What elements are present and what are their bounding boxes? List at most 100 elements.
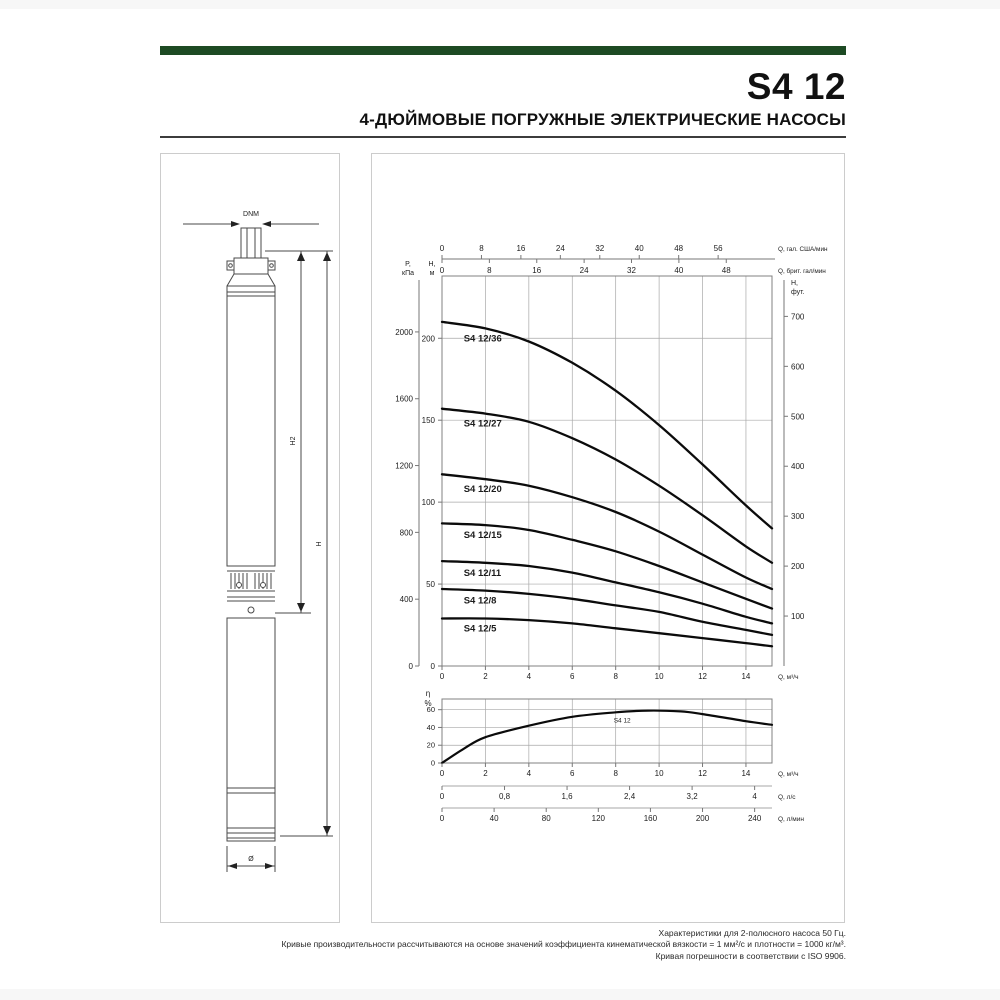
svg-text:м: м (430, 270, 435, 277)
svg-text:600: 600 (791, 362, 805, 371)
svg-text:700: 700 (791, 312, 805, 321)
discharge-port (240, 227, 262, 259)
svg-text:16: 16 (516, 244, 525, 253)
datasheet-page: S4 12 4-ДЮЙМОВЫЕ ПОГРУЖНЫЕ ЭЛЕКТРИЧЕСКИЕ… (160, 46, 846, 962)
svg-text:10: 10 (655, 672, 664, 681)
svg-text:0: 0 (431, 662, 436, 671)
svg-text:32: 32 (595, 244, 604, 253)
svg-text:4: 4 (752, 792, 757, 801)
diameter-dimension-label: Ø (248, 856, 254, 863)
curve-S4-12-20 (440, 473, 774, 591)
curve-efficiency (440, 709, 774, 765)
svg-text:100: 100 (791, 612, 805, 621)
svg-text:56: 56 (714, 244, 723, 253)
eff-grid (442, 699, 772, 763)
svg-text:12: 12 (698, 769, 707, 778)
svg-text:100: 100 (422, 498, 436, 507)
svg-text:2,4: 2,4 (624, 792, 636, 801)
svg-text:800: 800 (400, 528, 414, 537)
h2-arrow-bottom (297, 603, 305, 612)
top-flow-axes: 0 8 16 24 32 40 48 56 Q, гал. США/мин 0 8 16 24 32 40 4… (440, 244, 828, 275)
svg-text:0: 0 (440, 266, 445, 275)
svg-text:S4 12/36: S4 12/36 (464, 333, 502, 344)
svg-text:8: 8 (613, 769, 618, 778)
eff-bottom-axis-2: 0 40 80 120 160 200 240 Q, л/мин (440, 807, 804, 823)
svg-text:2000: 2000 (395, 328, 413, 337)
svg-text:H,: H, (429, 261, 436, 268)
svg-text:4: 4 (527, 769, 532, 778)
curve-S4-12-11 (440, 559, 774, 625)
svg-text:10: 10 (655, 769, 664, 778)
content-row: DNM (160, 153, 846, 923)
svg-text:S4 12/20: S4 12/20 (464, 484, 502, 495)
svg-text:1,6: 1,6 (561, 792, 573, 801)
svg-text:40: 40 (490, 814, 499, 823)
h-arrow-top (323, 252, 331, 261)
curve-S4-12-8 (440, 587, 774, 637)
dnm-arrow-left (231, 221, 240, 227)
svg-text:Q, л/с: Q, л/с (778, 794, 796, 801)
svg-text:500: 500 (791, 412, 805, 421)
svg-text:6: 6 (570, 672, 575, 681)
svg-text:160: 160 (644, 814, 658, 823)
eff-bottom-axis-1: 0 0,8 1,6 2,4 3,2 4 Q, л/с (440, 785, 796, 801)
svg-text:32: 32 (627, 266, 636, 275)
diameter-arrow-right (265, 863, 274, 869)
svg-text:8: 8 (487, 266, 492, 275)
page-subtitle: 4-ДЮЙМОВЫЕ ПОГРУЖНЫЕ ЭЛЕКТРИЧЕСКИЕ НАСОС… (160, 110, 846, 138)
svg-text:14: 14 (741, 672, 750, 681)
svg-text:S4 12: S4 12 (614, 717, 631, 724)
footer-note-2: Кривые производительности рассчитываются… (281, 939, 846, 950)
svg-text:Q, м³/ч: Q, м³/ч (778, 771, 799, 778)
svg-text:H,: H, (791, 280, 798, 287)
svg-text:16: 16 (532, 266, 541, 275)
svg-text:S4 12/11: S4 12/11 (464, 568, 502, 579)
svg-text:40: 40 (635, 244, 644, 253)
svg-text:1200: 1200 (395, 462, 413, 471)
svg-text:η: η (426, 689, 430, 698)
h2-arrow-top (297, 252, 305, 261)
svg-text:200: 200 (422, 334, 436, 343)
svg-text:0: 0 (440, 814, 445, 823)
svg-text:6: 6 (570, 769, 575, 778)
dnm-dimension-label: DNM (243, 211, 259, 218)
footer-note-1: Характеристики для 2-полюсного насоса 50… (658, 928, 846, 938)
svg-text:300: 300 (791, 512, 805, 521)
svg-text:24: 24 (580, 266, 589, 275)
svg-text:S4 12/8: S4 12/8 (464, 596, 497, 607)
pressure-axis-kpa: P, кПа 0 400 800 1200 1600 2000 (395, 261, 420, 671)
svg-text:1600: 1600 (395, 395, 413, 404)
curve-S4-12-27 (440, 407, 774, 564)
svg-text:12: 12 (698, 672, 707, 681)
svg-text:S4 12/5: S4 12/5 (464, 623, 497, 634)
svg-text:200: 200 (791, 562, 805, 571)
svg-text:60: 60 (427, 705, 435, 714)
svg-text:120: 120 (592, 814, 606, 823)
svg-text:0: 0 (440, 769, 445, 778)
svg-text:2: 2 (483, 769, 488, 778)
main-bottom-axis: 0 2 4 6 8 10 12 14 Q, м³/ч (440, 666, 799, 681)
svg-text:80: 80 (542, 814, 551, 823)
svg-text:400: 400 (791, 462, 805, 471)
pump-body (226, 285, 276, 567)
eff-bottom-axis-0: 0 2 4 6 8 10 12 14 Q, м³/ч (440, 763, 799, 778)
curve-S4-12-15 (440, 522, 774, 610)
svg-text:Q, брит. гал/мин: Q, брит. гал/мин (778, 267, 826, 275)
page-title: S4 12 (746, 66, 846, 107)
svg-text:8: 8 (479, 244, 484, 253)
svg-text:14: 14 (741, 769, 750, 778)
footer-note-3: Кривая погрешности в соответствии с ISO … (655, 950, 846, 961)
h2-dimension-label: H2 (290, 436, 297, 445)
accent-bar (160, 46, 846, 55)
svg-text:0: 0 (440, 792, 445, 801)
performance-chart-panel: 0 8 16 24 32 40 48 56 Q, гал. США/мин 0 8 16 24 32 40 4… (371, 153, 845, 923)
main-grid (442, 276, 772, 666)
head-axis-feet: H, фут. 100 200 300 400 500 600 700 (783, 280, 805, 666)
svg-text:фут.: фут. (791, 289, 805, 296)
svg-text:P,: P, (405, 261, 411, 268)
svg-text:48: 48 (674, 244, 683, 253)
